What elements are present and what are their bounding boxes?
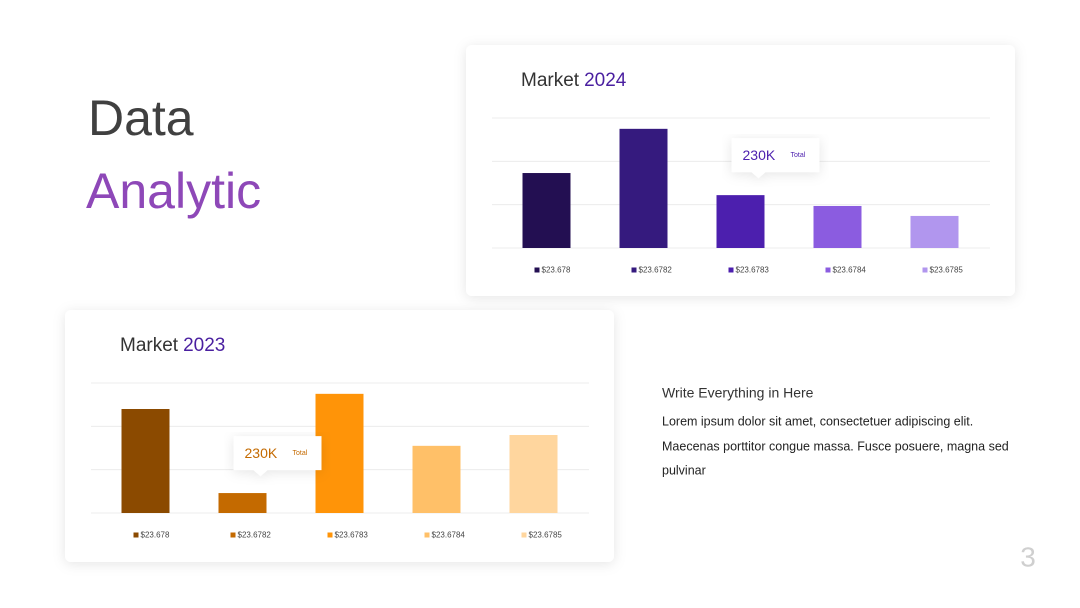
body-text: Maecenas porttitor congue massa. Fusce p… [662, 439, 1009, 453]
x-tick-label: $23.6783 [736, 266, 770, 275]
x-tick-label: $23.6783 [335, 531, 369, 540]
tooltip-value: 230K [743, 147, 776, 163]
x-tick-label: $23.6782 [639, 266, 673, 275]
x-tick-label: $23.6784 [432, 531, 466, 540]
x-tick-label: $23.6782 [238, 531, 272, 540]
bar [910, 215, 959, 248]
bar [315, 393, 364, 513]
bar [619, 128, 668, 248]
x-tick-label: $23.6785 [529, 531, 563, 540]
tooltip-label: Total [293, 450, 308, 457]
title-prefix: Market [521, 70, 580, 91]
bar [121, 409, 170, 513]
chart-title: Market 2023 [120, 335, 225, 356]
bar [813, 205, 862, 248]
legend-swatch [922, 267, 928, 273]
bar [218, 493, 267, 513]
bar [716, 195, 765, 248]
title-prefix: Market [120, 335, 179, 356]
legend-swatch [230, 532, 236, 538]
legend-swatch [534, 267, 540, 273]
slide-title: Data [88, 90, 194, 146]
legend-swatch [424, 532, 430, 538]
title-highlight: 2023 [183, 335, 225, 356]
page-number: 3 [1020, 541, 1036, 572]
chart: Market 2024 $23.678 $23.6782 $23.6783 $23.678… [492, 70, 990, 275]
bar [522, 173, 571, 248]
legend-swatch [133, 532, 139, 538]
tooltip-value: 230K [245, 445, 278, 461]
body-text: Lorem ipsum dolor sit amet, consectetuer… [662, 414, 973, 428]
body-text: pulvinar [662, 463, 706, 477]
tooltip-label: Total [791, 152, 806, 159]
x-tick-label: $23.678 [542, 266, 571, 275]
title-highlight: 2024 [584, 70, 627, 91]
x-tick-label: $23.6784 [833, 266, 867, 275]
x-tick-label: $23.6785 [930, 266, 964, 275]
legend-swatch [521, 532, 527, 538]
legend-swatch [327, 532, 333, 538]
chart: Market 2023 $23.678 $23.6782 $23.6783 $23.678… [91, 335, 589, 540]
x-tick-label: $23.678 [141, 531, 170, 540]
tooltip-box [731, 138, 820, 179]
legend-swatch [631, 267, 637, 273]
slide-title: Analytic [86, 163, 261, 219]
legend-swatch [728, 267, 734, 273]
chart-title: Market 2024 [521, 70, 627, 91]
legend-swatch [825, 267, 831, 273]
bar [509, 435, 558, 513]
tooltip-box [233, 436, 322, 477]
bar [412, 445, 461, 513]
heading: Write Everything in Here [662, 385, 814, 401]
